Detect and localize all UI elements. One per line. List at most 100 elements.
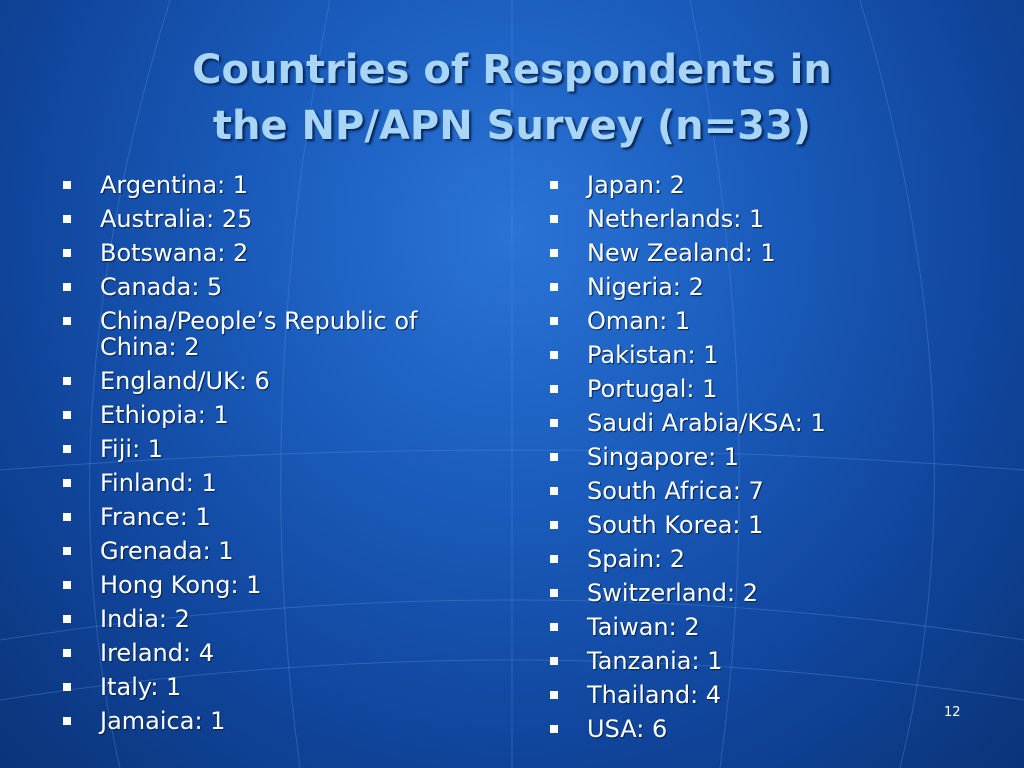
- square-bullet-icon: [63, 215, 71, 223]
- list-item-text: Nigeria: 2: [587, 273, 704, 301]
- list-item: South Africa: 7: [549, 478, 969, 504]
- list-item: Argentina: 1: [62, 172, 492, 198]
- square-bullet-icon: [63, 615, 71, 623]
- square-bullet-icon: [550, 521, 558, 529]
- slide-title-line-2: the NP/APN Survey (n=33): [212, 103, 812, 149]
- list-item: Canada: 5: [62, 274, 492, 300]
- square-bullet-icon: [550, 555, 558, 563]
- square-bullet-icon: [550, 657, 558, 665]
- list-item: Ethiopia: 1: [62, 402, 492, 428]
- list-item: Saudi Arabia/KSA: 1: [549, 410, 969, 436]
- list-item-text: Thailand: 4: [587, 681, 722, 709]
- square-bullet-icon: [63, 479, 71, 487]
- square-bullet-icon: [550, 453, 558, 461]
- list-item: Jamaica: 1: [62, 708, 492, 734]
- list-item-text: Fiji: 1: [100, 435, 164, 463]
- list-item-text: Canada: 5: [100, 273, 223, 301]
- list-item: Nigeria: 2: [549, 274, 969, 300]
- list-item-text: Botswana: 2: [100, 239, 249, 267]
- square-bullet-icon: [550, 589, 558, 597]
- list-item: Pakistan: 1: [549, 342, 969, 368]
- list-item-text: Jamaica: 1: [100, 707, 226, 735]
- square-bullet-icon: [550, 181, 558, 189]
- list-item-text: Saudi Arabia/KSA: 1: [587, 409, 826, 437]
- square-bullet-icon: [63, 683, 71, 691]
- list-item-text: Australia: 25: [100, 205, 253, 233]
- list-item: Thailand: 4: [549, 682, 969, 708]
- list-item-text: Finland: 1: [100, 469, 217, 497]
- list-item-text: Pakistan: 1: [587, 341, 719, 369]
- list-item: New Zealand: 1: [549, 240, 969, 266]
- square-bullet-icon: [550, 249, 558, 257]
- square-bullet-icon: [63, 649, 71, 657]
- square-bullet-icon: [550, 419, 558, 427]
- list-item-text: Grenada: 1: [100, 537, 234, 565]
- list-item-text: Taiwan: 2: [587, 613, 700, 641]
- square-bullet-icon: [63, 411, 71, 419]
- list-item-text: Ireland: 4: [100, 639, 214, 667]
- list-item-text: South Africa: 7: [587, 477, 764, 505]
- list-item: Japan: 2: [549, 172, 969, 198]
- square-bullet-icon: [550, 725, 558, 733]
- list-item-text: Argentina: 1: [100, 171, 249, 199]
- list-item-text: England/UK: 6: [100, 367, 270, 395]
- list-item: Botswana: 2: [62, 240, 492, 266]
- list-item: Australia: 25: [62, 206, 492, 232]
- square-bullet-icon: [63, 547, 71, 555]
- list-item-text: South Korea: 1: [587, 511, 764, 539]
- list-item-text: Hong Kong: 1: [100, 571, 262, 599]
- list-item-text: Italy: 1: [100, 673, 182, 701]
- list-item: Netherlands: 1: [549, 206, 969, 232]
- list-item-text: Singapore: 1: [587, 443, 740, 471]
- list-item: India: 2: [62, 606, 492, 632]
- square-bullet-icon: [550, 691, 558, 699]
- list-item: Switzerland: 2: [549, 580, 969, 606]
- square-bullet-icon: [550, 283, 558, 291]
- list-item-text: India: 2: [100, 605, 190, 633]
- square-bullet-icon: [550, 317, 558, 325]
- list-item-text: Netherlands: 1: [587, 205, 765, 233]
- list-item: Spain: 2: [549, 546, 969, 572]
- square-bullet-icon: [63, 581, 71, 589]
- square-bullet-icon: [63, 445, 71, 453]
- list-item: Portugal: 1: [549, 376, 969, 402]
- country-list-right: Japan: 2 Netherlands: 1 New Zealand: 1 N…: [549, 172, 969, 750]
- list-item: France: 1: [62, 504, 492, 530]
- list-item: Oman: 1: [549, 308, 969, 334]
- square-bullet-icon: [63, 377, 71, 385]
- list-item: Tanzania: 1: [549, 648, 969, 674]
- list-item: England/UK: 6: [62, 368, 492, 394]
- list-item-text: USA: 6: [587, 715, 668, 743]
- list-item: Italy: 1: [62, 674, 492, 700]
- slide-title: Countries of Respondents in the NP/APN S…: [0, 42, 1024, 154]
- square-bullet-icon: [550, 385, 558, 393]
- country-list-left: Argentina: 1 Australia: 25 Botswana: 2 C…: [62, 172, 492, 742]
- list-item: South Korea: 1: [549, 512, 969, 538]
- square-bullet-icon: [550, 351, 558, 359]
- list-item-text: Switzerland: 2: [587, 579, 758, 607]
- list-item: Finland: 1: [62, 470, 492, 496]
- list-item-text: France: 1: [100, 503, 211, 531]
- square-bullet-icon: [63, 181, 71, 189]
- slide-title-line-1: Countries of Respondents in: [192, 47, 832, 93]
- list-item-text: Spain: 2: [587, 545, 686, 573]
- square-bullet-icon: [550, 623, 558, 631]
- square-bullet-icon: [63, 249, 71, 257]
- list-item: Ireland: 4: [62, 640, 492, 666]
- list-item: USA: 6: [549, 716, 969, 742]
- square-bullet-icon: [63, 513, 71, 521]
- list-item: Hong Kong: 1: [62, 572, 492, 598]
- square-bullet-icon: [550, 487, 558, 495]
- list-item: Singapore: 1: [549, 444, 969, 470]
- square-bullet-icon: [63, 717, 71, 725]
- list-item-text: China/People’s Republic of China: 2: [100, 307, 418, 361]
- list-item-text: Ethiopia: 1: [100, 401, 229, 429]
- square-bullet-icon: [63, 317, 71, 325]
- list-item-text: New Zealand: 1: [587, 239, 776, 267]
- list-item-text: Tanzania: 1: [587, 647, 723, 675]
- list-item-text: Japan: 2: [587, 171, 685, 199]
- page-number: 12: [944, 705, 961, 720]
- list-item: Fiji: 1: [62, 436, 492, 462]
- list-item: Taiwan: 2: [549, 614, 969, 640]
